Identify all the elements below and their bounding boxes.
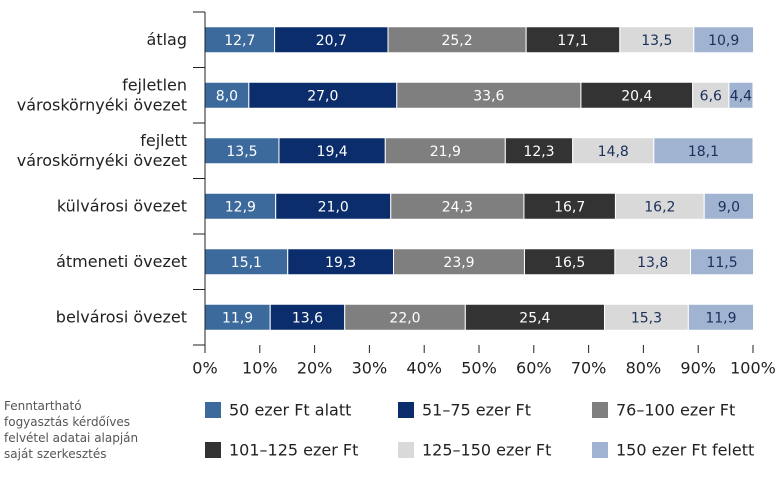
bar-segment xyxy=(390,192,525,220)
x-tick-label: 90% xyxy=(680,359,716,378)
legend-swatch xyxy=(592,402,608,418)
bar-segment xyxy=(572,137,655,165)
bar-segment xyxy=(523,192,616,220)
bar-segment xyxy=(703,192,755,220)
bar-segment xyxy=(274,26,389,54)
value-label: 14,8 xyxy=(598,144,629,160)
value-label: 33,6 xyxy=(473,88,504,104)
value-label: 19,3 xyxy=(325,255,356,271)
x-tick-label: 0% xyxy=(192,359,217,378)
value-label: 15,1 xyxy=(231,255,262,271)
value-label: 17,1 xyxy=(557,33,588,49)
value-label: 25,2 xyxy=(441,33,472,49)
legend-label: 150 ezer Ft felett xyxy=(616,441,754,460)
value-label: 11,9 xyxy=(705,310,736,326)
bar-segment xyxy=(690,248,755,276)
legend-swatch xyxy=(398,442,414,458)
value-label: 4,4 xyxy=(730,88,752,104)
value-label: 15,3 xyxy=(631,310,662,326)
legend-swatch xyxy=(398,402,414,418)
legend-label: 125–150 ezer Ft xyxy=(422,441,551,460)
category-label: fejletlen városkörnyéki övezet xyxy=(17,75,187,114)
bar-segment xyxy=(278,137,386,165)
value-label: 23,9 xyxy=(443,255,474,271)
bar-segment xyxy=(396,81,582,109)
value-label: 19,4 xyxy=(317,144,348,160)
legend-swatch xyxy=(592,442,608,458)
x-tick-label: 10% xyxy=(242,359,278,378)
x-tick-label: 30% xyxy=(352,359,388,378)
value-label: 20,4 xyxy=(621,88,652,104)
legend-label: 51–75 ezer Ft xyxy=(422,401,531,420)
x-tick-label: 50% xyxy=(461,359,497,378)
bar-segment xyxy=(693,26,755,54)
source-note: Fenntartható fogyasztás kérdőíves felvétel… xyxy=(4,399,138,461)
bar-segment xyxy=(580,81,694,109)
bar-segment xyxy=(204,137,280,165)
value-label: 20,7 xyxy=(316,33,347,49)
x-tick-label: 100% xyxy=(730,359,776,378)
value-label: 8,0 xyxy=(216,88,238,104)
value-label: 22,0 xyxy=(389,310,420,326)
category-label: fejlett városkörnyéki övezet xyxy=(17,130,187,169)
value-label: 16,2 xyxy=(644,199,675,215)
value-label: 24,3 xyxy=(442,199,473,215)
bar-segment xyxy=(614,248,692,276)
bar-segment xyxy=(248,81,398,109)
bar-segment xyxy=(393,248,525,276)
value-label: 11,5 xyxy=(706,255,737,271)
bar-segment xyxy=(464,303,605,331)
value-label: 6,6 xyxy=(700,88,722,104)
value-label: 13,6 xyxy=(292,310,323,326)
value-label: 18,1 xyxy=(688,144,719,160)
value-label: 25,4 xyxy=(519,310,550,326)
bar-segment xyxy=(687,303,755,331)
value-label: 21,9 xyxy=(430,144,461,160)
legend-swatch xyxy=(205,442,221,458)
bar-segment xyxy=(275,192,392,220)
value-label: 27,0 xyxy=(307,88,338,104)
value-label: 16,5 xyxy=(554,255,585,271)
value-label: 12,7 xyxy=(224,33,255,49)
bar-segment xyxy=(204,81,250,109)
bar-segment xyxy=(523,248,616,276)
value-label: 12,9 xyxy=(225,199,256,215)
value-label: 16,7 xyxy=(554,199,585,215)
bar-segment xyxy=(614,192,705,220)
x-tick-label: 70% xyxy=(571,359,607,378)
legend-label: 50 ezer Ft alatt xyxy=(229,401,351,420)
bar-segment xyxy=(204,192,277,220)
legend-swatch xyxy=(205,402,221,418)
value-label: 21,0 xyxy=(318,199,349,215)
bar-segment xyxy=(504,137,574,165)
x-tick-label: 20% xyxy=(297,359,333,378)
bar-segment xyxy=(204,303,271,331)
legend-label: 101–125 ezer Ft xyxy=(229,441,358,460)
x-tick-label: 60% xyxy=(516,359,552,378)
x-tick-label: 40% xyxy=(406,359,442,378)
value-label: 13,5 xyxy=(641,33,672,49)
value-label: 9,0 xyxy=(718,199,740,215)
bar-segment xyxy=(603,303,689,331)
bar-segment xyxy=(619,26,695,54)
category-label: külvárosi övezet xyxy=(57,196,187,215)
category-label: átlag xyxy=(147,29,187,48)
value-label: 13,8 xyxy=(637,255,668,271)
legend-label: 76–100 ezer Ft xyxy=(616,401,735,420)
category-label: belvárosi övezet xyxy=(56,307,187,326)
bar-segment xyxy=(653,137,754,165)
value-label: 12,3 xyxy=(523,144,554,160)
x-tick-label: 80% xyxy=(626,359,662,378)
category-label: átmeneti övezet xyxy=(56,251,187,270)
bar-segment xyxy=(387,26,527,54)
bar-segment xyxy=(728,81,754,109)
value-label: 10,9 xyxy=(708,33,739,49)
bar-segment xyxy=(204,248,289,276)
value-label: 13,5 xyxy=(226,144,257,160)
value-label: 11,9 xyxy=(222,310,253,326)
